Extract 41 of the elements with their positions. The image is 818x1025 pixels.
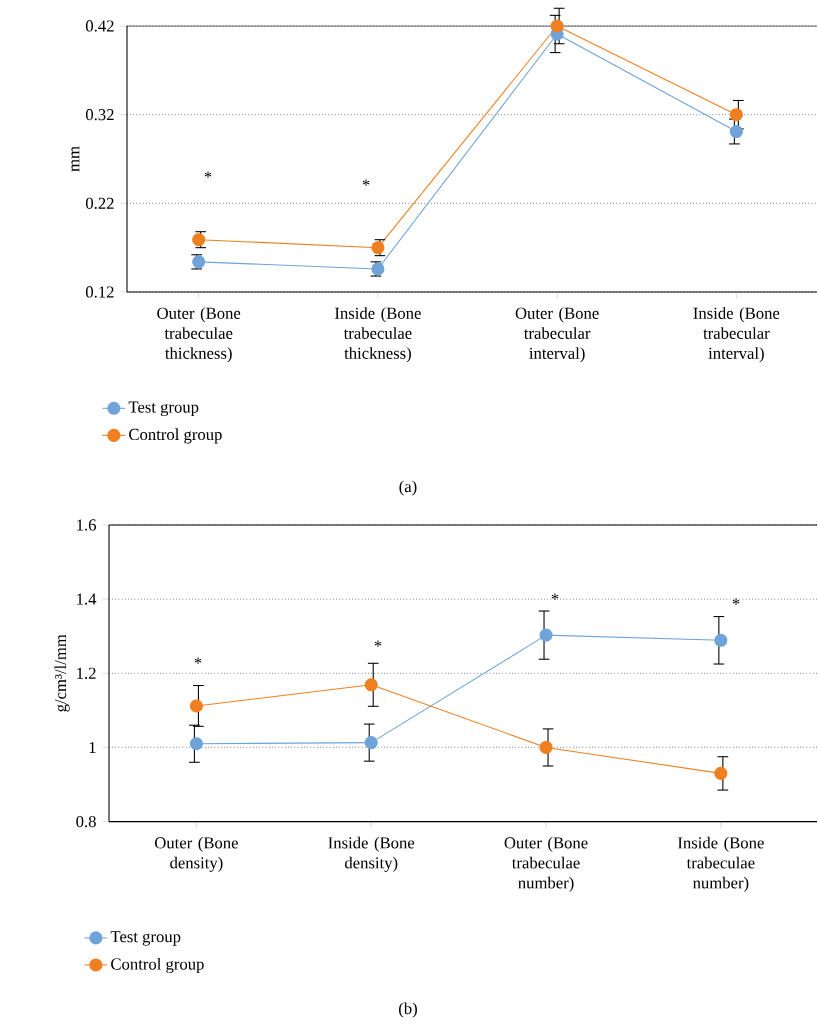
- x-tick-label: Outer (Bone trabecular interval): [515, 307, 599, 363]
- point: [539, 628, 553, 642]
- y-tick-label: 1: [89, 741, 96, 753]
- point: [730, 108, 744, 122]
- annotation: *: [362, 179, 370, 186]
- point: [714, 633, 728, 647]
- x-tick-label: Inside (Bone trabeculae thickness): [335, 307, 422, 363]
- y-tick-label: 1.4: [77, 593, 97, 605]
- y-tick-label: 0.12: [86, 286, 114, 298]
- point: [364, 678, 378, 692]
- annotation: *: [204, 171, 212, 178]
- point: [190, 699, 204, 713]
- point: [539, 740, 553, 754]
- point: [714, 766, 728, 780]
- text: (b): [399, 1002, 418, 1018]
- legend-label: Control group: [111, 957, 204, 974]
- y-tick-label: 1.2: [77, 667, 96, 679]
- annotation: *: [732, 598, 740, 605]
- annotation: *: [551, 593, 559, 600]
- point: [190, 737, 204, 751]
- x-tick-label: Inside (Bone trabecular interval): [693, 307, 780, 363]
- legend-label: Test group: [110, 931, 181, 946]
- x-tick-label: Outer (Bone trabeculae thickness): [157, 307, 241, 363]
- legend-label: Control group: [129, 428, 222, 444]
- y-tick-label: 0.8: [76, 815, 97, 828]
- point: [550, 19, 564, 33]
- x-tick-label: Outer (Bone trabeculae number): [504, 836, 588, 892]
- y-tick-label: 0.32: [86, 109, 114, 121]
- y-axis-title: mm: [71, 146, 80, 172]
- y-tick-label: 0.22: [86, 197, 114, 209]
- annotation: *: [194, 657, 202, 664]
- legend-label: Test group: [128, 401, 199, 417]
- y-tick-label: 1.6: [77, 519, 97, 531]
- point: [364, 736, 378, 750]
- annotation: *: [374, 640, 382, 647]
- text: (a): [399, 480, 417, 496]
- x-tick-label: Inside (Bone density): [328, 836, 415, 872]
- y-axis-title: g/cm³/l/mm: [54, 634, 70, 712]
- y-tick-label: 0.42: [86, 20, 114, 32]
- x-tick-label: Outer (Bone density): [155, 836, 239, 872]
- x-tick-label: Inside (Bone trabeculae number): [678, 836, 764, 892]
